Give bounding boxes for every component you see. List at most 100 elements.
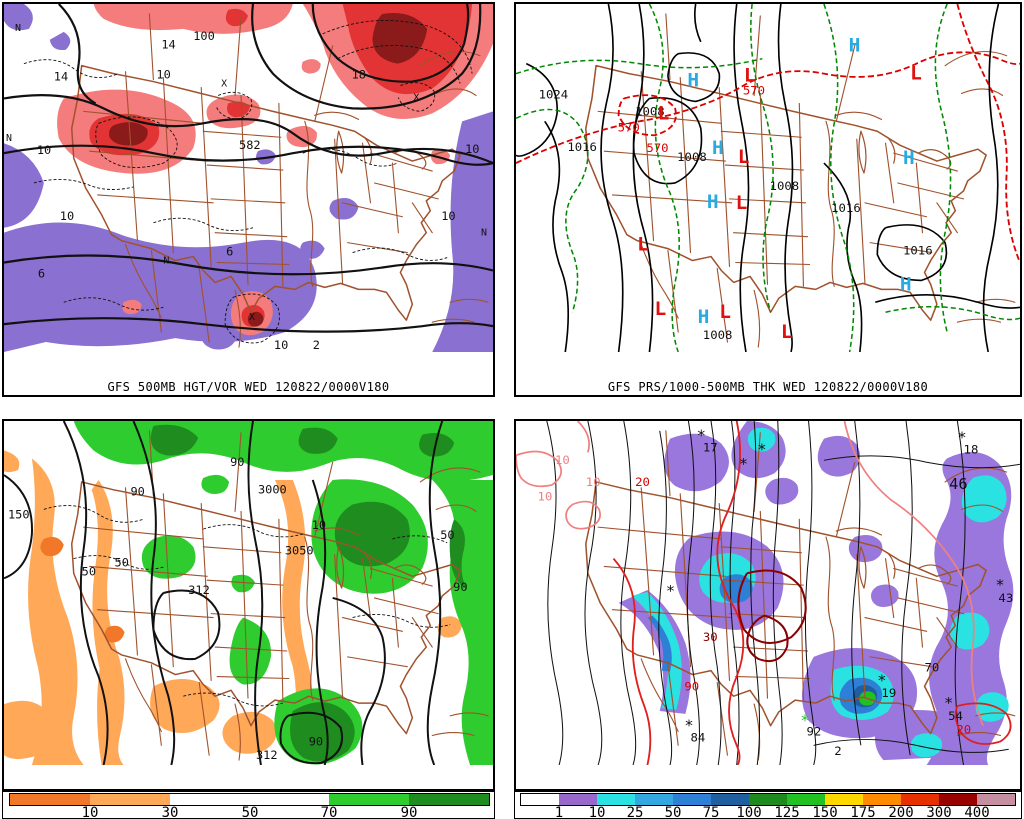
- map-graphic: [286, 126, 317, 148]
- map-graphic: [392, 535, 448, 544]
- precip-value: 17: [703, 441, 718, 455]
- contour-label: 10: [465, 142, 479, 156]
- height-label: 150: [8, 507, 30, 521]
- map-graphic: [870, 584, 899, 607]
- isobar-label: 1016: [567, 140, 597, 154]
- map-graphic: [437, 616, 463, 638]
- precip-point-values: * 17 * 18 46 * 43 70 * 19 * 54 * 92 * 84…: [666, 427, 1013, 758]
- map-graphic: [58, 4, 97, 105]
- caption-line1: GFS 500MB HGT/VOR WED 120822/0000V180: [107, 380, 390, 394]
- map-graphic: [851, 421, 862, 746]
- map-graphic: [279, 711, 343, 765]
- map-graphic: [352, 247, 448, 261]
- precip-swatch: [787, 794, 825, 805]
- map-graphic: [4, 143, 44, 228]
- contour-label: 10: [441, 209, 455, 223]
- map-graphic: [432, 111, 493, 352]
- map-graphic: [848, 535, 883, 563]
- map-graphic: [664, 433, 729, 492]
- map-graphic: [150, 424, 467, 762]
- contour-label: 10: [37, 143, 51, 157]
- map-graphic: [332, 596, 386, 765]
- map-graphic: [132, 421, 176, 765]
- map-graphic: [4, 450, 493, 765]
- map-graphic: [612, 558, 652, 765]
- n-marker: N: [6, 133, 12, 144]
- map-graphic: [91, 479, 125, 765]
- map-graphic: [516, 450, 563, 488]
- precip-colorbar-label: 150: [812, 805, 838, 819]
- precip-value: 19: [881, 686, 896, 700]
- map-graphic: [150, 424, 199, 456]
- map-graphic: [227, 101, 250, 118]
- panel-precip-850temp: 10 10 10 20 20 30 90 * 17 * 18 46 * 43 7…: [514, 419, 1022, 807]
- map-graphic: [62, 421, 109, 765]
- precip-marker: 46: [949, 475, 968, 493]
- map-graphic: [203, 524, 303, 538]
- low-center: L: [738, 145, 750, 168]
- precip-colorbar-label: 1: [554, 805, 564, 819]
- isobar-label: 1016: [831, 201, 861, 215]
- map-graphic: [934, 4, 952, 333]
- height-label: 3050: [285, 544, 314, 558]
- rh-swatch: [169, 794, 250, 805]
- map-graphic: [247, 421, 264, 765]
- map-graphic: [982, 4, 1000, 352]
- map-graphic: [337, 45, 461, 84]
- map-graphic: [372, 12, 428, 64]
- rh-colorbar-label: 50: [241, 805, 259, 819]
- map-graphic: [910, 733, 943, 758]
- panel-500mb-hgt-vor: 582 100 14 14 18 10 10 10 10 10 6 6 2 10…: [2, 2, 495, 436]
- map-graphic: [772, 421, 783, 765]
- isobar-label: 1024: [539, 88, 569, 102]
- precip-marker: *: [877, 672, 886, 690]
- map-graphic: [733, 4, 750, 352]
- temp-label: 10: [586, 475, 601, 489]
- precip-colorbar-label: 10: [588, 805, 606, 819]
- map-graphic: [544, 120, 570, 352]
- temp-label: 10: [538, 490, 553, 504]
- map-graphic: [843, 421, 984, 726]
- precip-swatch: [977, 794, 1015, 805]
- precip-swatch: [825, 794, 863, 805]
- vorticity-contours: [23, 20, 473, 344]
- high-center: H: [698, 305, 710, 328]
- map-graphic: [926, 452, 1014, 765]
- map-graphic: [49, 31, 71, 51]
- rh-label: 10: [312, 518, 326, 532]
- precip-swatch: [939, 794, 977, 805]
- map-graphic: [546, 421, 564, 765]
- map-graphic: [28, 458, 84, 765]
- map-graphic: [40, 536, 125, 643]
- map-graphic: [875, 294, 1020, 309]
- map-graphic: [311, 479, 329, 765]
- temp-contours-pink: [516, 421, 984, 726]
- map-graphic: [122, 299, 142, 315]
- rh-label: 90: [453, 580, 467, 594]
- height-contours: [4, 4, 493, 333]
- contour-label: 14: [54, 70, 68, 84]
- rh-colorbar: 10 30 50 70 90: [2, 791, 495, 819]
- map-graphic: [693, 4, 702, 43]
- low-center: L: [655, 298, 667, 321]
- map-graphic: [729, 421, 740, 765]
- map-precip-850temp: 10 10 10 20 20 30 90 * 17 * 18 46 * 43 7…: [516, 421, 1020, 765]
- map-700mb-hgt-rh: 312 3050 3000 312 150 90 90 90 90 50 50 …: [4, 421, 493, 765]
- x-marker: X: [413, 92, 419, 103]
- map-graphic: [329, 197, 359, 220]
- map-prs-thickness: 1024 1016 1008 1008 1008 1016 1016 1008 …: [516, 4, 1020, 352]
- map-graphic: [632, 4, 654, 352]
- precip-colorbar-label: 400: [964, 805, 990, 819]
- precip-value: 43: [998, 591, 1013, 605]
- map-graphic: [4, 222, 317, 352]
- isobar-label: 1008: [703, 328, 733, 342]
- x-marker: X: [221, 79, 227, 90]
- rh-label: 90: [130, 485, 144, 499]
- temp-label: 10: [555, 453, 570, 467]
- map-graphic: [229, 617, 272, 685]
- x-marker: X: [249, 312, 255, 323]
- map-graphic: [949, 612, 990, 650]
- map-graphic: [620, 421, 637, 765]
- rh-label: 50: [115, 556, 129, 570]
- map-graphic: [43, 505, 144, 523]
